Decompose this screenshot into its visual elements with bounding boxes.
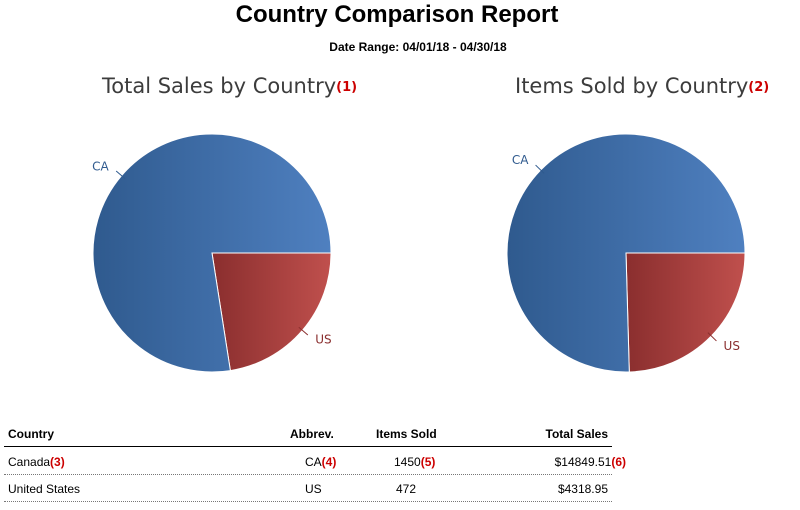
cell-abbrev: US [305,482,322,496]
pie-items-sold: US CA [506,133,746,373]
pie-label-us: US [315,333,331,347]
row-divider [4,474,612,475]
pie-leader-ca [115,170,126,180]
chart-title-text: Items Sold by Country [515,74,749,98]
cell-abbrev-text: US [305,482,322,496]
header-total-sales: Total Sales [545,427,608,441]
cell-items-sold: 472 [396,482,416,496]
cell-marker-6: (6) [611,455,626,469]
report-title: Country Comparison Report [235,1,559,28]
cell-sales-text: $14849.51 [554,455,612,469]
date-range: Date Range: 04/01/18 - 04/30/18 [329,40,507,54]
pie-leader-us [298,326,309,336]
chart-title-items-sold: Items Sold by Country(2) [515,74,769,98]
pie-slice-us [625,252,746,373]
pie-label-ca: CA [92,159,109,173]
chart-marker-2: (2) [748,80,770,95]
chart-title-text: Total Sales by Country [102,74,337,98]
cell-country: United States [8,482,80,496]
header-items-sold: Items Sold [376,427,437,441]
cell-abbrev-text: CA [305,455,322,469]
pie-leader-ca [535,164,545,174]
cell-country-text: Canada [8,455,51,469]
cell-sales-text: $4318.95 [557,482,608,496]
pie-total-sales: US CA [92,133,332,373]
cell-country-text: United States [8,482,81,496]
header-divider [4,446,612,447]
pie-label-ca: CA [512,153,529,167]
cell-items-text: 1450 [394,455,421,469]
cell-marker-3: (3) [50,455,65,469]
cell-total-sales: $4318.95 [558,482,608,496]
chart-marker-1: (1) [336,80,358,95]
cell-country: Canada(3) [8,455,65,469]
header-country: Country [8,427,54,441]
cell-items-sold: 1450(5) [394,455,435,469]
row-divider [4,501,612,502]
pie-label-us: US [724,339,740,353]
cell-total-sales: $14849.51(6) [555,455,626,469]
header-abbrev: Abbrev. [290,427,334,441]
cell-items-text: 472 [396,482,417,496]
cell-marker-4: (4) [321,455,337,469]
pie-charts: US CA US CA [92,133,746,373]
cell-marker-5: (5) [420,455,436,469]
chart-title-total-sales: Total Sales by Country(1) [102,74,357,98]
pie-slice-us [211,252,332,372]
pie-leader-us [707,332,717,342]
cell-abbrev: CA(4) [305,455,336,469]
